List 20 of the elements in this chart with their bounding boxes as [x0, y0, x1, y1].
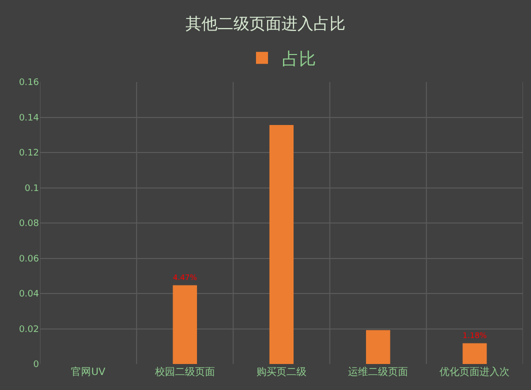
y-tick-label: 0.16: [18, 78, 40, 88]
y-tick-label: 0: [33, 360, 40, 370]
y-tick-label: 0.02: [18, 324, 39, 335]
bar: [366, 330, 390, 364]
y-tick-label: 0.04: [18, 290, 40, 300]
x-tick-label: 购买页二级: [256, 366, 306, 378]
x-tick-label: 校园二级页面: [154, 366, 215, 378]
bar: [269, 125, 294, 364]
y-tick-label: 0.14: [18, 113, 40, 124]
y-tick-label: 0.08: [18, 219, 40, 230]
bar: [172, 285, 197, 364]
legend-label: 占比: [282, 50, 316, 70]
y-tick-label: 0.06: [18, 254, 40, 264]
y-tick-label: 0.12: [18, 148, 39, 159]
x-tick-label: 官网UV: [71, 366, 106, 378]
y-tick-label: 0.1: [24, 184, 39, 194]
bar: [462, 343, 487, 364]
x-tick-label: 运维二级页面: [348, 366, 408, 378]
x-tick-label: 优化页面进入次: [440, 366, 510, 378]
chart-title: 其他二级页面进入占比: [186, 14, 346, 33]
